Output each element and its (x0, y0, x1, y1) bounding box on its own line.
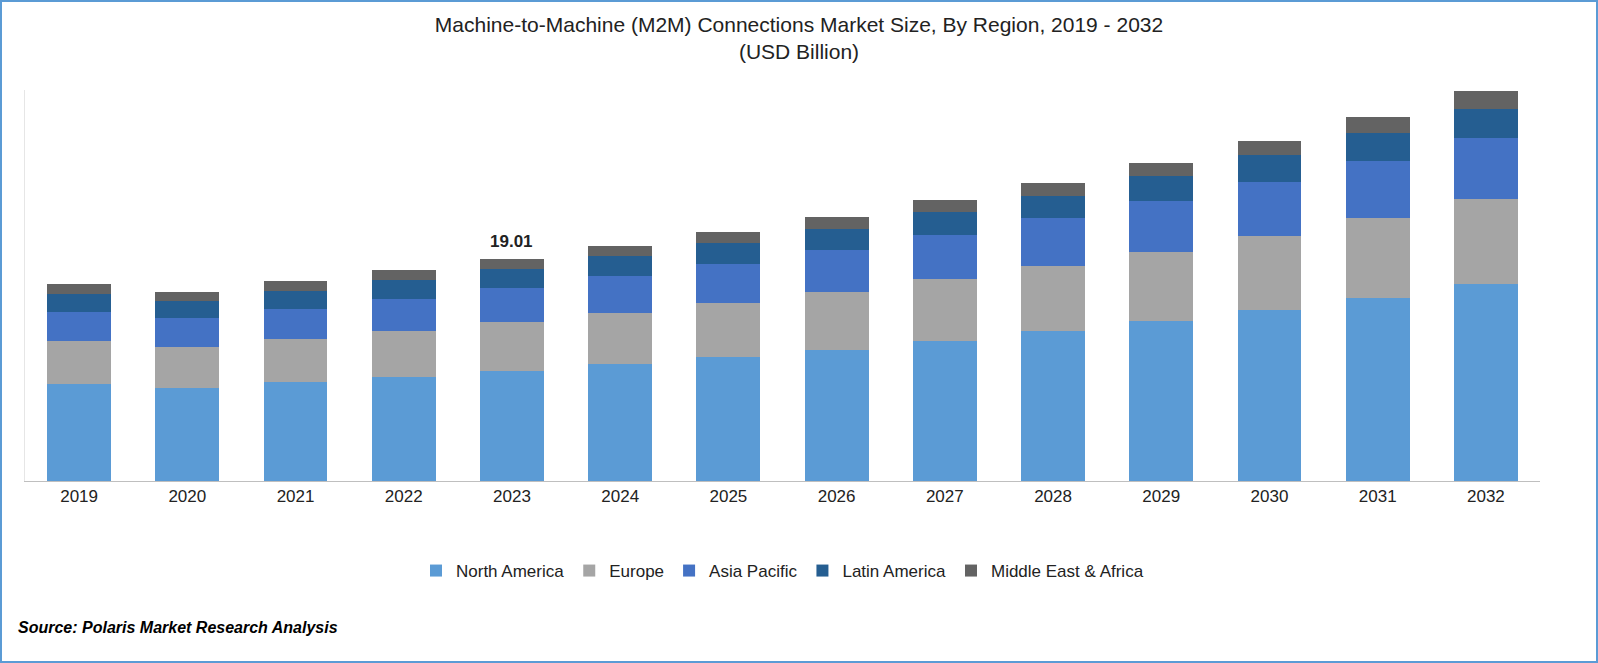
svg-text:2029: 2029 (1142, 487, 1180, 506)
svg-text:Middle East & Africa: Middle East & Africa (991, 562, 1144, 581)
svg-text:2027: 2027 (926, 487, 964, 506)
svg-text:Latin America: Latin America (842, 562, 946, 581)
svg-text:2028: 2028 (1034, 487, 1072, 506)
svg-text:2025: 2025 (709, 487, 747, 506)
svg-text:North America: North America (456, 562, 564, 581)
svg-text:Source: Polaris Market Researc: Source: Polaris Market Research Analysis (18, 619, 338, 636)
svg-text:2023: 2023 (493, 487, 531, 506)
svg-text:2021: 2021 (277, 487, 315, 506)
svg-text:2031: 2031 (1359, 487, 1397, 506)
svg-text:Machine-to-Machine (M2M) Conne: Machine-to-Machine (M2M) Connections Mar… (435, 13, 1163, 63)
svg-text:2019: 2019 (60, 487, 98, 506)
svg-text:2024: 2024 (601, 487, 639, 506)
svg-text:2026: 2026 (818, 487, 856, 506)
svg-text:2032: 2032 (1467, 487, 1505, 506)
svg-text:19.01: 19.01 (490, 232, 533, 251)
svg-text:2020: 2020 (168, 487, 206, 506)
svg-text:2022: 2022 (385, 487, 423, 506)
svg-text:Asia Pacific: Asia Pacific (709, 562, 797, 581)
svg-text:Europe: Europe (609, 562, 664, 581)
svg-text:2030: 2030 (1251, 487, 1289, 506)
